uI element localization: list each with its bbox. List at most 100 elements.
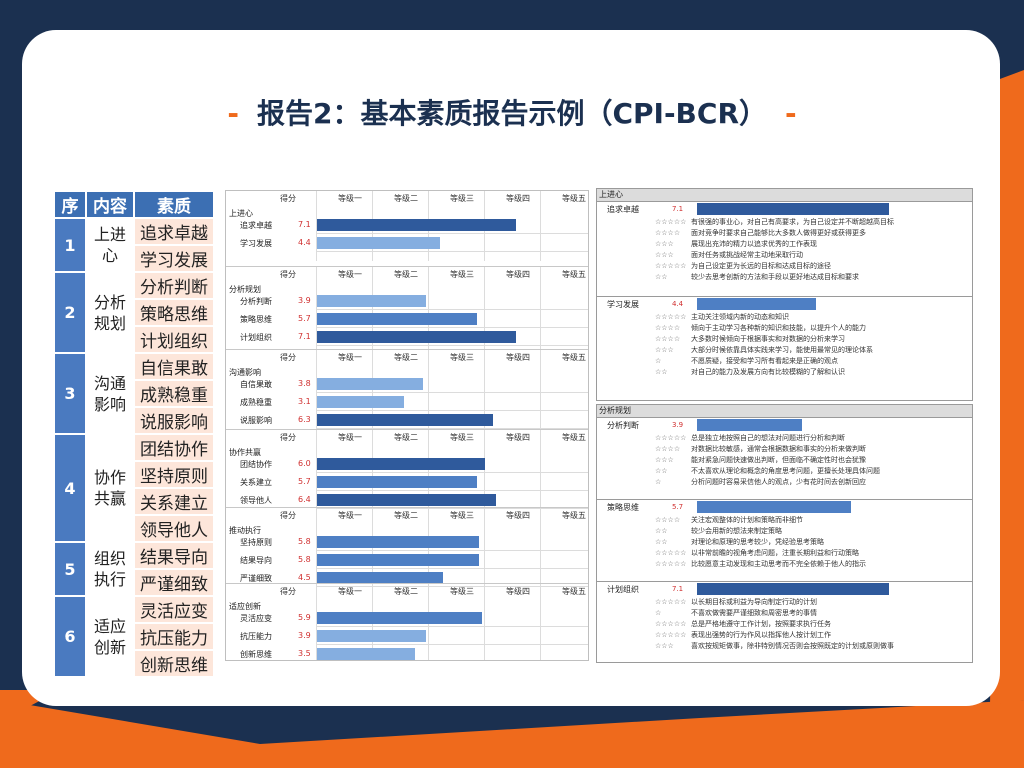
detail-line: ☆☆ 不太喜欢从理论和概念的角度思考问题，更擅长处理具体问题 — [655, 466, 880, 476]
star-rating-icon: ☆☆☆ — [655, 240, 674, 248]
quality-cell: 关系建立 — [135, 489, 213, 514]
table-row: 抗压能力 — [55, 624, 213, 649]
chart-header-label: 等级五 — [562, 353, 586, 362]
score-bar — [317, 331, 516, 343]
detail-line: ☆☆ 较少去思考创新的方法和手段以更好地达成目标和要求 — [655, 272, 859, 282]
star-rating-icon: ☆☆ — [655, 538, 668, 546]
chart-section: 得分 等级一 等级二 等级三 等级四 等级五 上进心 追求卓越 7.1 学习发展 4.4 — [226, 191, 588, 261]
detail-line: ☆☆☆☆ 大多数时候倾向于根据事实和对数据的分析来学习 — [655, 334, 845, 344]
chart-section: 得分 等级一 等级二 等级三 等级四 等级五 协作共赢 团结协作 6.0 关系建立 5.7 领导他人 6… — [226, 429, 588, 518]
item-label: 成熟稳重 — [240, 398, 272, 407]
star-rating-icon: ☆☆ — [655, 273, 668, 281]
star-rating-icon: ☆☆☆ — [655, 251, 674, 259]
header-quality: 素质 — [135, 192, 213, 217]
detail-panel-title: 上进心 — [597, 189, 972, 201]
item-label: 创新思维 — [240, 650, 272, 659]
chart-header-label: 等级三 — [450, 353, 474, 362]
score-bar-chart: 得分 等级一 等级二 等级三 等级四 等级五 上进心 追求卓越 7.1 学习发展 4.4 得分 等级一等… — [225, 190, 589, 661]
header-content: 内容 — [87, 192, 133, 217]
quality-cell: 成熟稳重 — [135, 381, 213, 406]
star-rating-icon: ☆☆ — [655, 527, 668, 535]
item-score: 3.5 — [298, 649, 311, 658]
detail-line: ☆☆☆☆☆ 有很强的事业心，对自己有高要求，为自己设定并不断超越高目标 — [655, 217, 894, 227]
detail-text: 较少去思考创新的方法和手段以更好地达成目标和要求 — [691, 273, 859, 281]
subsection-name: 分析判断 — [607, 421, 639, 430]
star-rating-icon: ☆☆☆☆ — [655, 335, 681, 343]
item-label: 学习发展 — [240, 239, 272, 248]
section-title: 上进心 — [229, 209, 253, 218]
table-row: 领导他人 — [55, 516, 213, 541]
grid-line — [316, 508, 317, 596]
subsection-score-bar — [697, 298, 816, 310]
detail-subsection: 学习发展 4.4 ☆☆☆☆☆ 主动关注领域内新的动态和知识 ☆☆☆☆ 倾向于主动学习各种新… — [597, 296, 972, 377]
quality-cell: 灵活应变 — [135, 597, 213, 622]
score-bar — [317, 378, 423, 390]
quality-cell: 坚持原则 — [135, 462, 213, 487]
chart-header-label: 得分 — [280, 511, 296, 520]
grid-line — [316, 584, 317, 660]
subsection-score-bar — [697, 419, 802, 431]
grid-line — [540, 508, 541, 596]
detail-line: ☆☆☆☆☆ 以长期目标或利益为导向制定行动的计划 — [655, 597, 817, 607]
detail-subsection: 策略思维 5.7 ☆☆☆☆ 关注宏观整体的计划和策略而非细节 ☆☆ 较少会用新的想法来制定… — [597, 499, 972, 569]
item-score: 6.3 — [298, 415, 311, 424]
item-label: 自信果敢 — [240, 380, 272, 389]
table-row: 6 适应创新 灵活应变 — [55, 597, 213, 676]
chart-header-label: 等级三 — [450, 511, 474, 520]
star-rating-icon: ☆ — [655, 478, 662, 486]
quality-cell: 结果导向 — [135, 543, 213, 568]
row-divider — [316, 233, 588, 234]
table-row: 计划组织 — [55, 327, 213, 352]
item-label: 抗压能力 — [240, 632, 272, 641]
chart-section: 得分 等级一 等级二 等级三 等级四 等级五 适应创新 灵活应变 5.9 抗压能力 3.9 创新思维 3… — [226, 583, 588, 660]
chart-header-label: 等级一 — [338, 511, 362, 520]
content-cell: 沟通影响 — [87, 354, 133, 433]
grid-line — [316, 191, 317, 261]
chart-header-label: 得分 — [280, 353, 296, 362]
grid-line — [484, 430, 485, 518]
detail-line: ☆☆☆ 面对任务或挑战经常主动地采取行动 — [655, 250, 803, 260]
detail-line: ☆☆☆☆ 倾向于主动学习各种新的知识和技能，以提升个人的能力 — [655, 323, 866, 333]
quality-cell: 抗压能力 — [135, 624, 213, 649]
star-rating-icon: ☆☆☆ — [655, 346, 674, 354]
detail-text: 对理论和原理的思考较少，凭经验思考策略 — [691, 538, 824, 546]
score-bar — [317, 572, 443, 584]
detail-line: ☆☆ 对理论和原理的思考较少，凭经验思考策略 — [655, 537, 824, 547]
detail-text: 面对竞争时要求自己能够比大多数人做得更好或获得更多 — [691, 229, 866, 237]
grid-line — [428, 508, 429, 596]
quality-cell: 领导他人 — [135, 516, 213, 541]
title-dash-left: - — [227, 97, 239, 130]
item-score: 5.7 — [298, 477, 311, 486]
quality-cell: 说服影响 — [135, 408, 213, 433]
star-rating-icon: ☆☆☆ — [655, 456, 674, 464]
item-label: 分析判断 — [240, 297, 272, 306]
star-rating-icon: ☆☆☆☆☆ — [655, 620, 687, 628]
subsection-score-bar — [697, 203, 889, 215]
section-title: 分析规划 — [229, 285, 261, 294]
detail-text: 大部分时候依靠具体实践来学习，能使用最常见的理论体系 — [691, 346, 873, 354]
row-number: 3 — [55, 354, 85, 433]
chart-header-label: 得分 — [280, 587, 296, 596]
table-row: 3 沟通影响 自信果敢 — [55, 354, 213, 433]
content-cell: 组织执行 — [87, 543, 133, 595]
item-score: 3.9 — [298, 296, 311, 305]
detail-panel-title: 分析规划 — [597, 405, 972, 417]
star-rating-icon: ☆☆☆☆ — [655, 324, 681, 332]
item-score: 5.7 — [298, 314, 311, 323]
detail-line: ☆☆ 对自己的能力及发展方向有比较模糊的了解和认识 — [655, 367, 845, 377]
detail-line: ☆☆☆ 能对紧急问题快速做出判断，但面临不确定性时也会犹豫 — [655, 455, 866, 465]
content-cell: 分析规划 — [87, 273, 133, 352]
item-score: 5.8 — [298, 555, 311, 564]
item-score: 3.8 — [298, 379, 311, 388]
row-number: 2 — [55, 273, 85, 352]
table-row: 关系建立 — [55, 489, 213, 514]
table-row: 5 组织执行 结果导向 — [55, 543, 213, 595]
grid-line — [484, 267, 485, 355]
detail-subsection: 追求卓越 7.1 ☆☆☆☆☆ 有很强的事业心，对自己有高要求，为自己设定并不断超越高目… — [597, 201, 972, 282]
item-label: 领导他人 — [240, 496, 272, 505]
star-rating-icon: ☆☆☆☆☆ — [655, 631, 687, 639]
detail-text: 关注宏观整体的计划和策略而非细节 — [691, 516, 803, 524]
chart-header-label: 等级四 — [506, 433, 530, 442]
quality-cell: 自信果敢 — [135, 354, 213, 379]
chart-header-label: 等级五 — [562, 270, 586, 279]
